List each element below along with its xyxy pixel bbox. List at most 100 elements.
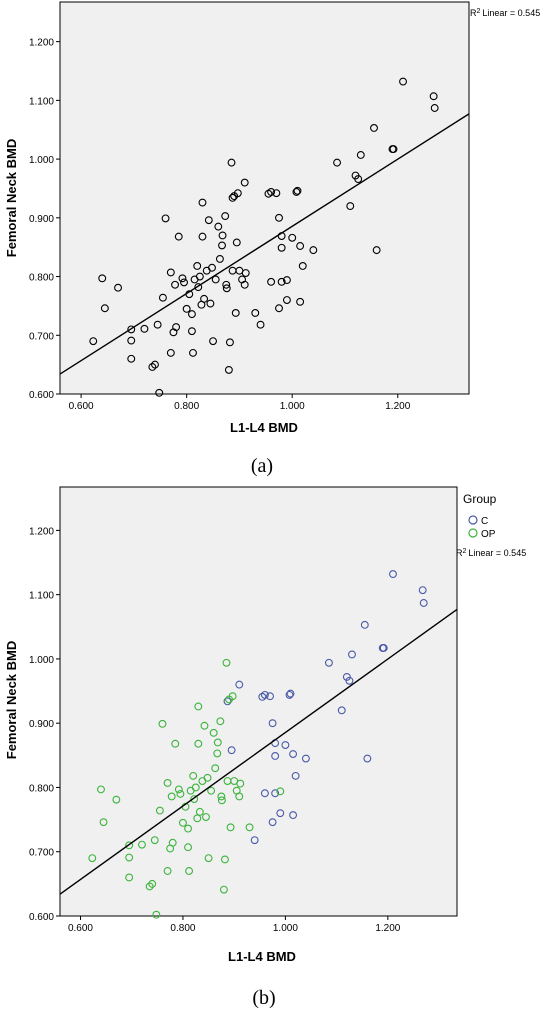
panel-b-point-op (209, 728, 218, 737)
panel-b-point-c (281, 741, 290, 749)
panel-b-point-op (189, 771, 198, 780)
panel-a-point (172, 323, 181, 332)
panel-b-point-op (168, 838, 177, 847)
panel-a-point (166, 268, 175, 277)
panel-b-point-op (185, 867, 194, 875)
panel-b-point-op (213, 749, 222, 758)
panel-a-point (267, 277, 276, 286)
panel-a-point (333, 158, 342, 167)
panel-b-point-op (245, 823, 254, 832)
panel-a-point (215, 254, 224, 263)
panel-b-y-tick-label: 1.100 (29, 591, 54, 602)
panel-b-point-c (301, 754, 310, 763)
panel-b-point-c (271, 789, 280, 798)
panel-a-point (100, 304, 109, 313)
panel-a-point (240, 178, 249, 187)
panel-a-point (233, 189, 242, 198)
panel-a-point (151, 360, 159, 369)
panel-b-point-op (194, 739, 203, 748)
panel-a-point (282, 276, 291, 285)
panel-b-point-op (125, 853, 134, 862)
panel-a-point (267, 188, 276, 196)
panel-b-ticks: 0.600 0.800 1.000 1.200 0.600 0.700 0.800 0.900… (29, 526, 401, 934)
panel-a-point (282, 296, 291, 304)
panel-b-point-op (217, 796, 226, 805)
panel-a-point (218, 241, 226, 250)
panel-b-point-op (176, 789, 185, 798)
panel-b-point-c (286, 689, 295, 698)
panel-b-y-tick-label: 0.700 (29, 848, 54, 859)
panel-b-point-op (194, 702, 203, 711)
panel-b-fit-line (59, 608, 458, 895)
panel-b-point-c (324, 658, 333, 667)
panel-b-point-op (163, 867, 172, 875)
panel-a-point (127, 354, 136, 363)
panel-a-r2-label: R2 Linear = 0.545 (470, 8, 540, 19)
panel-b-point-c (345, 676, 354, 685)
panel-a-point (171, 280, 179, 289)
panel-a-point (256, 320, 265, 329)
panel-b-point-op (276, 787, 285, 796)
panel-b-point-c (268, 719, 277, 728)
panel-b-legend: Group C OP (463, 492, 497, 540)
panel-b-point-op (207, 786, 216, 795)
panel-b-point-op (190, 795, 199, 803)
panel-a-point (182, 304, 191, 313)
panel-a-point (231, 309, 240, 317)
panel-b-point-op (138, 840, 146, 849)
panel-b-point-op (99, 818, 108, 827)
panel-b-x-tick-label: 1.000 (273, 923, 298, 934)
panel-a-point (225, 338, 234, 347)
panel-a-point (148, 363, 157, 371)
panel-a-point (293, 186, 302, 195)
panel-a-point (195, 272, 204, 281)
panel-b-point-c (289, 811, 298, 820)
panel-a-point (194, 283, 203, 292)
panel-b-point-c (235, 680, 244, 689)
panel-b-point-op (150, 836, 159, 845)
panel-b-point-c (260, 789, 269, 798)
panel-b-point-c (271, 752, 280, 760)
panel-a-y-tick-label: 1.000 (29, 155, 54, 166)
panel-a-point (227, 158, 236, 167)
panel-a-point (241, 269, 250, 277)
panel-a-point (309, 246, 318, 255)
panel-a-point (200, 294, 209, 303)
panel-a-point (174, 232, 183, 241)
panel-a-y-tick-label: 1.200 (29, 38, 54, 49)
panel-b-point-op (204, 854, 213, 863)
panel-b-point-op (171, 739, 180, 748)
panel-a-point (127, 336, 136, 345)
panel-b-point-op (202, 813, 210, 821)
panel-b-point-op (200, 721, 209, 730)
panel-b-x-tick-label: 0.600 (68, 923, 93, 934)
panel-b-point-op (158, 719, 167, 728)
panel-b-point-op (203, 773, 212, 782)
panel-a-point (372, 246, 381, 255)
panel-b-y-tick-label: 0.800 (29, 783, 54, 794)
panel-b-point-c (291, 771, 300, 780)
panel-a-point (430, 104, 439, 112)
panel-a-point (222, 280, 231, 289)
panel-a-point (206, 299, 215, 308)
panel-a-point (296, 297, 305, 306)
panel-a-point (114, 283, 123, 292)
panel-b-point-op (211, 764, 220, 773)
panel-b-point-c (360, 620, 369, 629)
panel-a-point (298, 262, 307, 270)
panel-b-r2-label: R2 Linear = 0.545 (456, 548, 526, 559)
panel-a-point (228, 193, 237, 202)
panel-a-point (272, 189, 281, 198)
panel-b-point-c (250, 836, 259, 845)
legend-c-label: C (481, 516, 488, 527)
panel-b-point-op (112, 795, 121, 804)
panel-b-label: (b) (252, 987, 275, 1009)
panel-b-point-op (213, 738, 222, 747)
panel-a-point (346, 202, 355, 211)
panel-a-ticks: 0.600 0.800 1.000 1.200 0.600 0.700 0.800 0.900… (29, 38, 411, 412)
panel-b-point-c (337, 706, 346, 715)
panel-a-point (140, 324, 149, 333)
panel-b-point-op (174, 785, 183, 794)
panel-a-y-tick-label: 0.900 (29, 214, 54, 225)
panel-b-point-c (418, 586, 427, 595)
